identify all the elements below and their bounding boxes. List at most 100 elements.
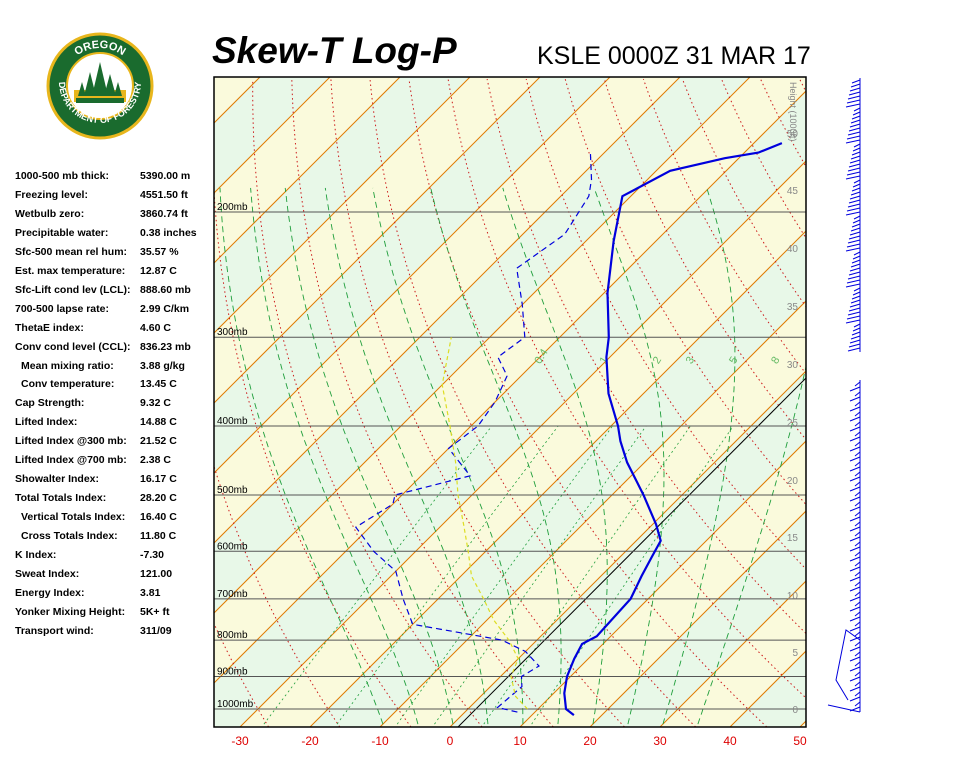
- wind-barb: [849, 476, 861, 482]
- wind-barb: [852, 183, 861, 188]
- wind-barb: [849, 396, 861, 402]
- wind-barb: [848, 163, 861, 168]
- plot-area: 0.4 1 2 3 5 8200mb300mb400mb500mb600mb700mb80…: [0, 77, 960, 727]
- temperature-band: [800, 721, 806, 727]
- moist-adiabat: [697, 364, 806, 725]
- wind-barb: [854, 411, 861, 417]
- wind-barb: [849, 123, 861, 128]
- wind-barb: [850, 299, 861, 304]
- chart-title: Skew-T Log-P: [212, 30, 457, 71]
- wind-barb: [854, 681, 861, 687]
- wind-barb: [846, 171, 861, 176]
- wind-barb: [846, 207, 861, 212]
- wind-barb: [853, 107, 861, 112]
- wind-barb: [854, 491, 861, 497]
- x-tick-label: 20: [583, 734, 597, 748]
- index-value: -7.30: [140, 549, 164, 561]
- index-label: ThetaE index:: [15, 321, 84, 334]
- x-tick-label: 10: [513, 734, 527, 748]
- wind-barb: [854, 701, 861, 707]
- pressure-label: 600mb: [217, 541, 248, 552]
- wind-barb: [852, 291, 861, 296]
- wind-barb: [849, 506, 861, 512]
- wind-barb: [847, 347, 861, 352]
- dry-adiabat: [878, 79, 960, 727]
- temperature-band: [214, 77, 806, 683]
- wind-barb: [854, 651, 861, 657]
- oregon-department-of-forestry-logo: OREGON DEPARTMENT OF FORESTRY: [46, 32, 154, 140]
- wind-barb: [854, 461, 861, 467]
- wind-barb: [847, 167, 861, 172]
- index-label: Sweat Index:: [15, 567, 80, 580]
- wind-barb: [849, 466, 861, 472]
- isotherm: [799, 720, 806, 727]
- height-tick: 45: [787, 186, 799, 197]
- index-label: Cap Strength:: [15, 397, 85, 410]
- dry-adiabat: [525, 78, 806, 570]
- dry-adiabat: [917, 79, 960, 727]
- isotherm: [214, 77, 401, 264]
- station-time-label: KSLE 0000Z 31 MAR 17: [537, 42, 811, 70]
- isotherm: [589, 510, 806, 727]
- wind-barb: [854, 511, 861, 517]
- wind-barb: [854, 391, 861, 397]
- index-value: 888.60 mb: [140, 283, 191, 296]
- wind-barb: [849, 159, 861, 164]
- height-tick: 0: [792, 705, 798, 716]
- wind-barb: [849, 536, 861, 542]
- wind-barb: [851, 115, 861, 120]
- index-value: 2.38 C: [140, 454, 171, 467]
- wind-barb: [851, 259, 861, 264]
- wind-barb: [854, 471, 861, 477]
- moist-adiabat: [250, 187, 419, 725]
- wind-barbs: [827, 78, 861, 713]
- dry-adiabat: [486, 78, 806, 635]
- index-label: Transport wind:: [15, 624, 94, 637]
- wind-barb: [827, 704, 861, 713]
- wind-barb: [850, 155, 861, 160]
- wind-barb: [850, 335, 861, 340]
- index-value: 4.60 C: [140, 321, 171, 334]
- index-label: Vertical Totals Index:: [21, 511, 126, 524]
- wind-barb: [845, 103, 861, 108]
- wind-barb: [854, 581, 861, 587]
- dry-adiabat: [82, 79, 198, 727]
- wind-barb: [849, 195, 861, 200]
- x-tick-label: 40: [723, 734, 737, 748]
- index-value: 3.81: [140, 586, 161, 599]
- pressure-label: 300mb: [217, 327, 248, 338]
- wind-barb: [853, 179, 861, 184]
- index-label: Mean mixing ratio:: [21, 359, 114, 372]
- wind-barb: [846, 279, 861, 284]
- index-value: 9.32 C: [140, 397, 171, 410]
- index-label: Conv cond level (CCL):: [15, 340, 131, 353]
- index-label: Conv temperature:: [21, 378, 115, 391]
- moist-adiabat: [502, 187, 608, 725]
- wind-barb: [853, 143, 861, 148]
- temperature-band: [0, 77, 190, 727]
- wind-barb: [852, 147, 861, 152]
- wind-barb: [849, 446, 861, 452]
- wind-barb: [849, 303, 861, 308]
- dry-adiabat: [330, 78, 625, 727]
- wind-barb: [849, 526, 861, 532]
- index-label: 1000-500 mb thick:: [15, 170, 109, 182]
- pressure-label: 400mb: [217, 416, 248, 427]
- wind-barb: [849, 626, 861, 632]
- temperature-trace: [563, 142, 783, 716]
- dry-adiabat: [956, 79, 960, 727]
- x-tick-label: 50: [793, 734, 807, 748]
- wind-barb: [846, 135, 861, 140]
- index-value: 5390.00 m: [140, 170, 191, 182]
- pressure-label: 900mb: [217, 666, 248, 677]
- index-label: 700-500 lapse rate:: [15, 302, 109, 315]
- height-tick: 20: [787, 476, 799, 487]
- pressure-label: 800mb: [217, 630, 248, 641]
- wind-barb: [849, 516, 861, 522]
- wind-barb: [851, 151, 861, 156]
- wind-barb: [854, 431, 861, 437]
- wind-barb: [835, 629, 861, 701]
- height-tick: 15: [787, 533, 799, 544]
- wind-barb: [854, 671, 861, 677]
